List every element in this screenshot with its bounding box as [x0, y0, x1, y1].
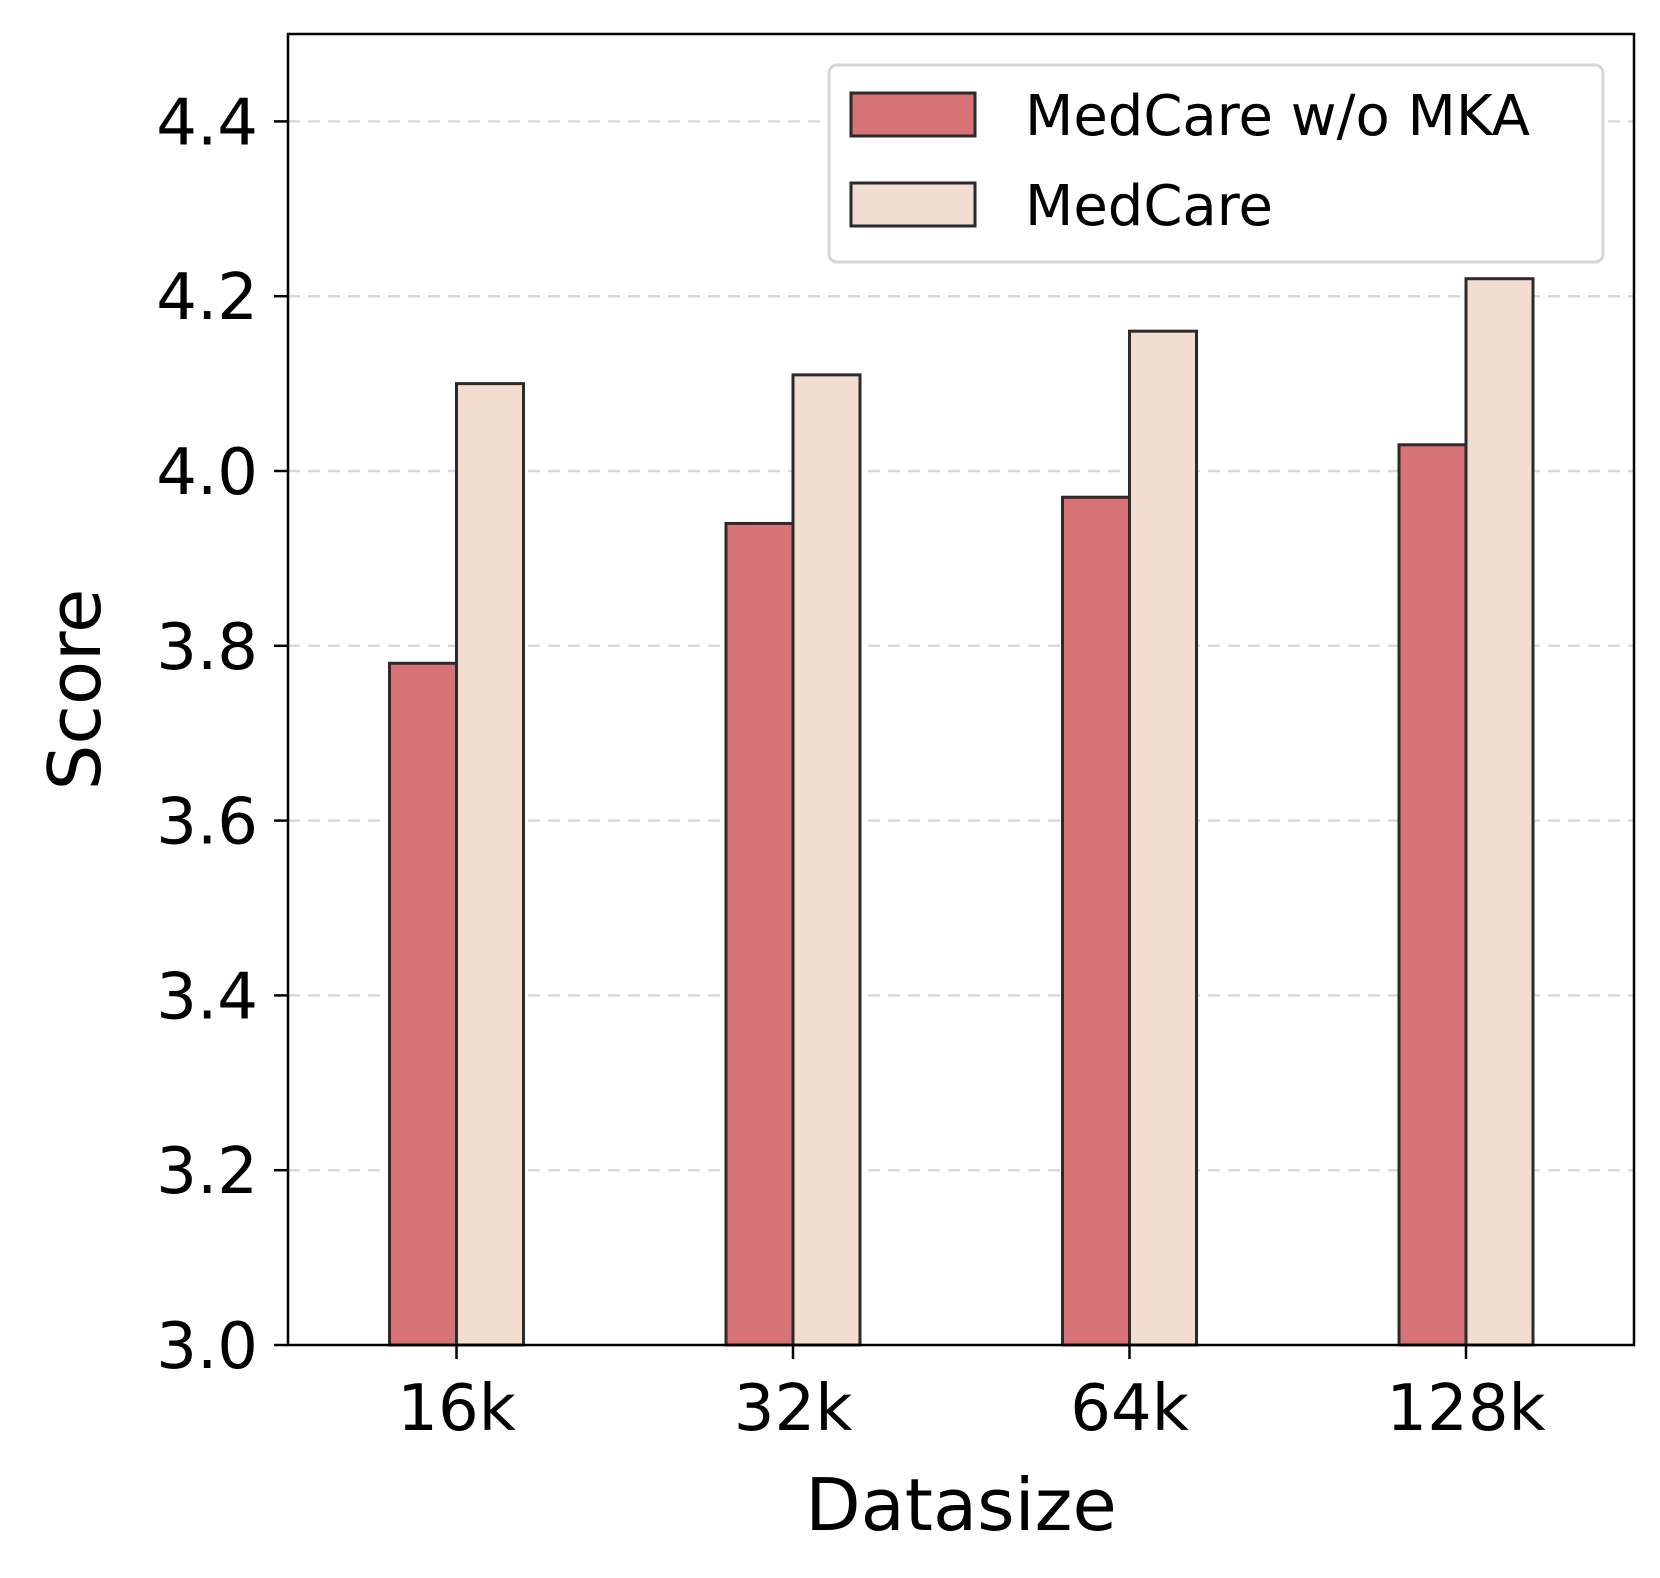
y-tick-label: 3.4 — [156, 960, 258, 1034]
bar-medcare-32k — [791, 373, 862, 1347]
legend-frame — [827, 63, 1605, 264]
legend-label-medcare-wo-mka: MedCare w/o MKA — [1025, 84, 1530, 149]
legend: MedCare w/o MKA MedCare — [827, 63, 1605, 264]
bar-medcare-128k — [1464, 277, 1535, 1347]
legend-label-medcare: MedCare — [1025, 174, 1273, 239]
x-axis: 16k 32k 64k 128k — [397, 1345, 1546, 1446]
bar-medcare-wo-mka-64k — [1061, 495, 1131, 1347]
y-tick-label: 4.2 — [156, 261, 258, 335]
y-tick-label: 3.0 — [156, 1310, 258, 1384]
legend-swatch-medcare-wo-mka — [849, 91, 977, 138]
legend-swatch-medcare — [849, 181, 977, 228]
x-tick-label: 128k — [1386, 1372, 1545, 1446]
y-tick-label: 3.6 — [156, 786, 258, 860]
bar-medcare-wo-mka-32k — [724, 521, 795, 1347]
y-axis: 3.0 3.2 3.4 3.6 3.8 4.0 4.2 4.4 — [156, 86, 288, 1384]
x-tick-label: 64k — [1070, 1372, 1189, 1446]
y-axis-label: Score — [33, 589, 117, 791]
plot-frame — [286, 32, 1636, 1347]
bar-medcare-wo-mka-128k — [1397, 443, 1468, 1347]
y-tick-label: 3.2 — [156, 1135, 258, 1209]
bar-medcare-wo-mka-16k — [388, 661, 458, 1347]
x-axis-label: Datasize — [805, 1463, 1117, 1547]
x-tick-label: 32k — [734, 1372, 853, 1446]
bar-medcare-16k — [455, 382, 525, 1347]
bars — [388, 277, 1535, 1347]
y-tick-label: 4.4 — [156, 86, 258, 160]
x-tick-label: 16k — [397, 1372, 516, 1446]
y-tick-label: 4.0 — [156, 436, 258, 510]
bar-medcare-64k — [1128, 329, 1198, 1347]
y-tick-label: 3.8 — [156, 611, 258, 685]
